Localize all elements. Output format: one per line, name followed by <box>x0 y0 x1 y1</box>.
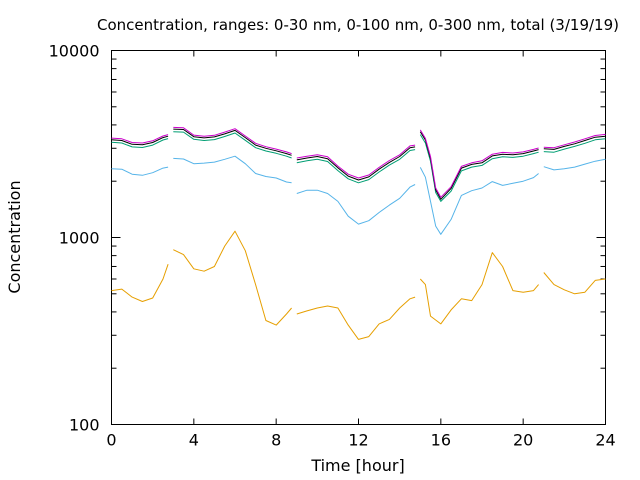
series-4 <box>111 128 606 200</box>
series-line-segment <box>543 158 606 171</box>
x-tick-label: 20 <box>513 431 533 450</box>
series-line-segment <box>111 166 169 176</box>
x-tick-label: 0 <box>106 431 116 450</box>
series-line-segment <box>296 184 416 225</box>
series-line-segment <box>111 264 169 302</box>
x-tick-label: 4 <box>189 431 199 450</box>
series-5 <box>111 126 606 198</box>
series-line-segment <box>543 138 606 153</box>
series-line-segment <box>173 131 292 159</box>
series-line-segment <box>296 144 416 179</box>
series-line-segment <box>111 138 169 148</box>
series-line-segment <box>543 272 606 295</box>
series-1 <box>111 230 606 340</box>
series-line-segment <box>543 133 606 149</box>
x-tick-label: 12 <box>348 431 368 450</box>
x-tick-label: 8 <box>271 431 281 450</box>
series-line-segment <box>111 135 169 146</box>
series-line-segment <box>173 128 292 156</box>
series-line-segment <box>296 146 416 181</box>
chart-title: Concentration, ranges: 0-30 nm, 0-100 nm… <box>97 16 619 34</box>
x-tick-label: 24 <box>595 431 615 450</box>
y-tick-label: 100 <box>69 416 100 435</box>
series-line-segment <box>419 129 539 198</box>
axis-ticks <box>111 50 606 425</box>
series-line-segment <box>111 134 169 144</box>
series-3 <box>111 131 606 202</box>
y-axis-label: Concentration <box>5 180 24 293</box>
series-line-segment <box>419 167 539 235</box>
series-line-segment <box>296 296 416 340</box>
y-tick-label: 1000 <box>59 229 100 248</box>
series-layer <box>111 126 606 340</box>
plot-frame <box>111 50 606 425</box>
series-2 <box>111 155 606 235</box>
series-line-segment <box>543 135 606 150</box>
series-line-segment <box>419 252 539 325</box>
series-line-segment <box>296 149 416 184</box>
y-tick-label: 10000 <box>49 42 100 61</box>
series-line-segment <box>173 155 292 184</box>
tick-labels: 0 4 8 12 16 20 24 100 1000 10000 <box>49 42 616 450</box>
series-line-segment <box>173 126 292 155</box>
series-line-segment <box>173 230 292 326</box>
x-tick-label: 16 <box>431 431 451 450</box>
x-axis-label: Time [hour] <box>310 456 404 475</box>
